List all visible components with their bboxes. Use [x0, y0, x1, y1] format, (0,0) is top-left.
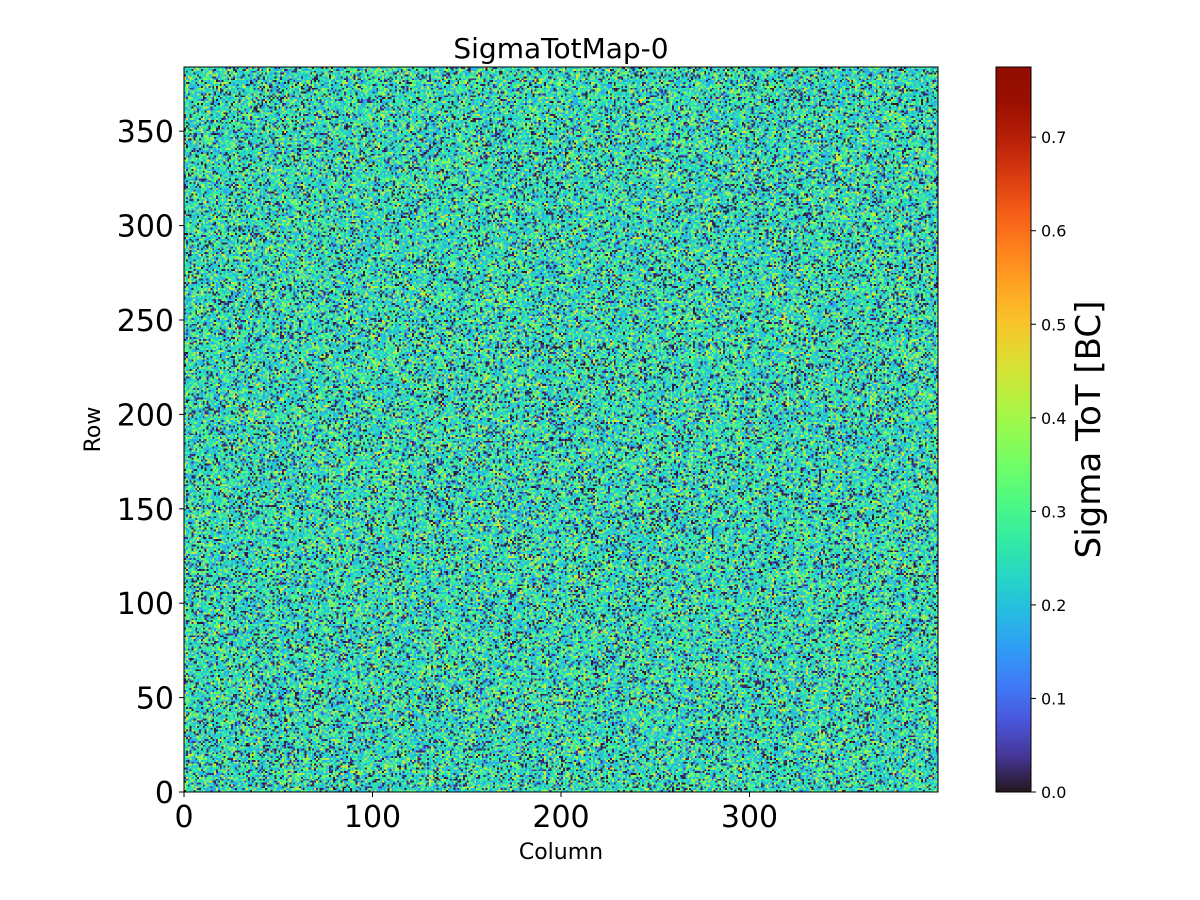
x-tick-label: 200: [532, 800, 589, 835]
y-tick-label: 150: [117, 493, 174, 528]
x-tick-label: 100: [344, 800, 401, 835]
y-axis-label: Row: [81, 407, 106, 453]
heatmap-area: [184, 67, 938, 792]
x-tick-label: 300: [721, 800, 778, 835]
colorbar-label: Sigma ToT [BC]: [1069, 301, 1109, 559]
x-axis: 0 100 200 300: [174, 792, 778, 835]
y-tick-label: 250: [117, 304, 174, 339]
colorbar: 0.0 0.1 0.2 0.3 0.4 0.5 0.6 0.7 Sigma ToT [BC]: [995, 66, 1109, 802]
chart-title: SigmaTotMap-0: [453, 32, 668, 65]
colorbar-tick-label: 0.0: [1041, 783, 1066, 802]
colorbar-tick-label: 0.2: [1041, 596, 1066, 615]
y-tick-label: 100: [117, 587, 174, 622]
y-axis: 0 50 100 150 200 250 300 350: [117, 115, 184, 811]
y-tick-label: 200: [117, 398, 174, 433]
colorbar-tick-label: 0.1: [1041, 689, 1066, 708]
colorbar-tick-label: 0.3: [1041, 502, 1066, 521]
colorbar-ticks: 0.0 0.1 0.2 0.3 0.4 0.5 0.6 0.7: [1031, 128, 1066, 802]
x-axis-label: Column: [519, 840, 603, 865]
colorbar-tick-label: 0.4: [1041, 409, 1066, 428]
y-tick-label: 0: [155, 776, 174, 811]
colorbar-gradient: [995, 66, 1032, 793]
heatmap-image: [184, 67, 938, 792]
x-tick-label: 0: [174, 800, 193, 835]
y-tick-label: 350: [117, 115, 174, 150]
colorbar-tick-label: 0.6: [1041, 222, 1066, 241]
colorbar-tick-label: 0.5: [1041, 315, 1066, 334]
y-tick-label: 300: [117, 210, 174, 245]
y-tick-label: 50: [136, 682, 174, 717]
colorbar-tick-label: 0.7: [1041, 128, 1066, 147]
